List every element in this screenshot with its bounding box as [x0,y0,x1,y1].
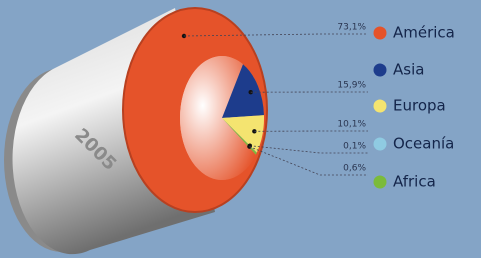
pie [180,56,264,180]
legend-label: Africa [393,173,436,191]
legend-marker [374,100,387,113]
value-label: 0,6% [343,164,366,174]
chart: 2005 73,1%América15,9%Asia10,1%Europa0,1… [0,0,481,258]
legend-marker [374,176,387,189]
value-label: 10,1% [337,120,366,130]
legend-marker [374,64,387,77]
value-label: 73,1% [337,23,366,33]
value-label: 15,9% [337,81,366,91]
legend-label: Asia [393,61,424,79]
legend-label: América [393,24,455,42]
legend-marker [374,138,387,151]
value-label: 0,1% [343,142,366,152]
legend-marker [374,27,387,40]
legend-label: Oceanía [393,135,454,153]
legend-label: Europa [393,97,446,115]
